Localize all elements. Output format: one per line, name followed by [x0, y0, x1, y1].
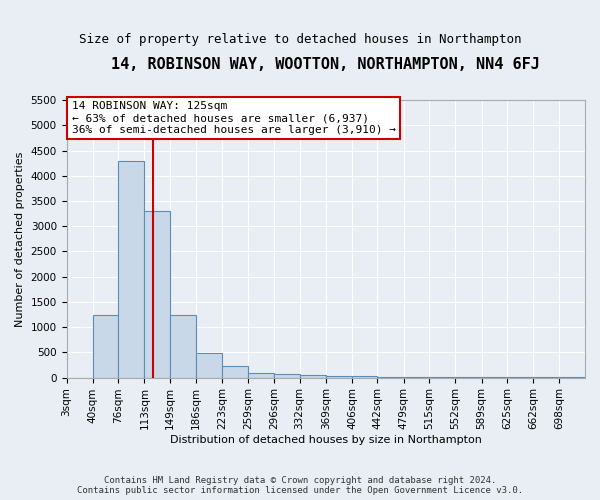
Bar	[223, 366, 248, 378]
Bar	[352, 376, 377, 378]
Bar	[170, 314, 196, 378]
Bar	[274, 374, 299, 378]
Bar	[248, 372, 274, 378]
X-axis label: Distribution of detached houses by size in Northampton: Distribution of detached houses by size …	[170, 435, 482, 445]
Bar	[404, 377, 429, 378]
Bar	[196, 354, 223, 378]
Bar	[326, 376, 352, 378]
Bar	[377, 376, 404, 378]
Bar	[118, 160, 145, 378]
Text: 14 ROBINSON WAY: 125sqm
← 63% of detached houses are smaller (6,937)
36% of semi: 14 ROBINSON WAY: 125sqm ← 63% of detache…	[72, 102, 396, 134]
Bar	[145, 211, 170, 378]
Text: Contains HM Land Registry data © Crown copyright and database right 2024.
Contai: Contains HM Land Registry data © Crown c…	[77, 476, 523, 495]
Bar	[299, 375, 326, 378]
Title: 14, ROBINSON WAY, WOOTTON, NORTHAMPTON, NN4 6FJ: 14, ROBINSON WAY, WOOTTON, NORTHAMPTON, …	[112, 58, 540, 72]
Y-axis label: Number of detached properties: Number of detached properties	[15, 151, 25, 326]
Bar	[429, 377, 455, 378]
Bar	[93, 314, 118, 378]
Text: Size of property relative to detached houses in Northampton: Size of property relative to detached ho…	[79, 32, 521, 46]
